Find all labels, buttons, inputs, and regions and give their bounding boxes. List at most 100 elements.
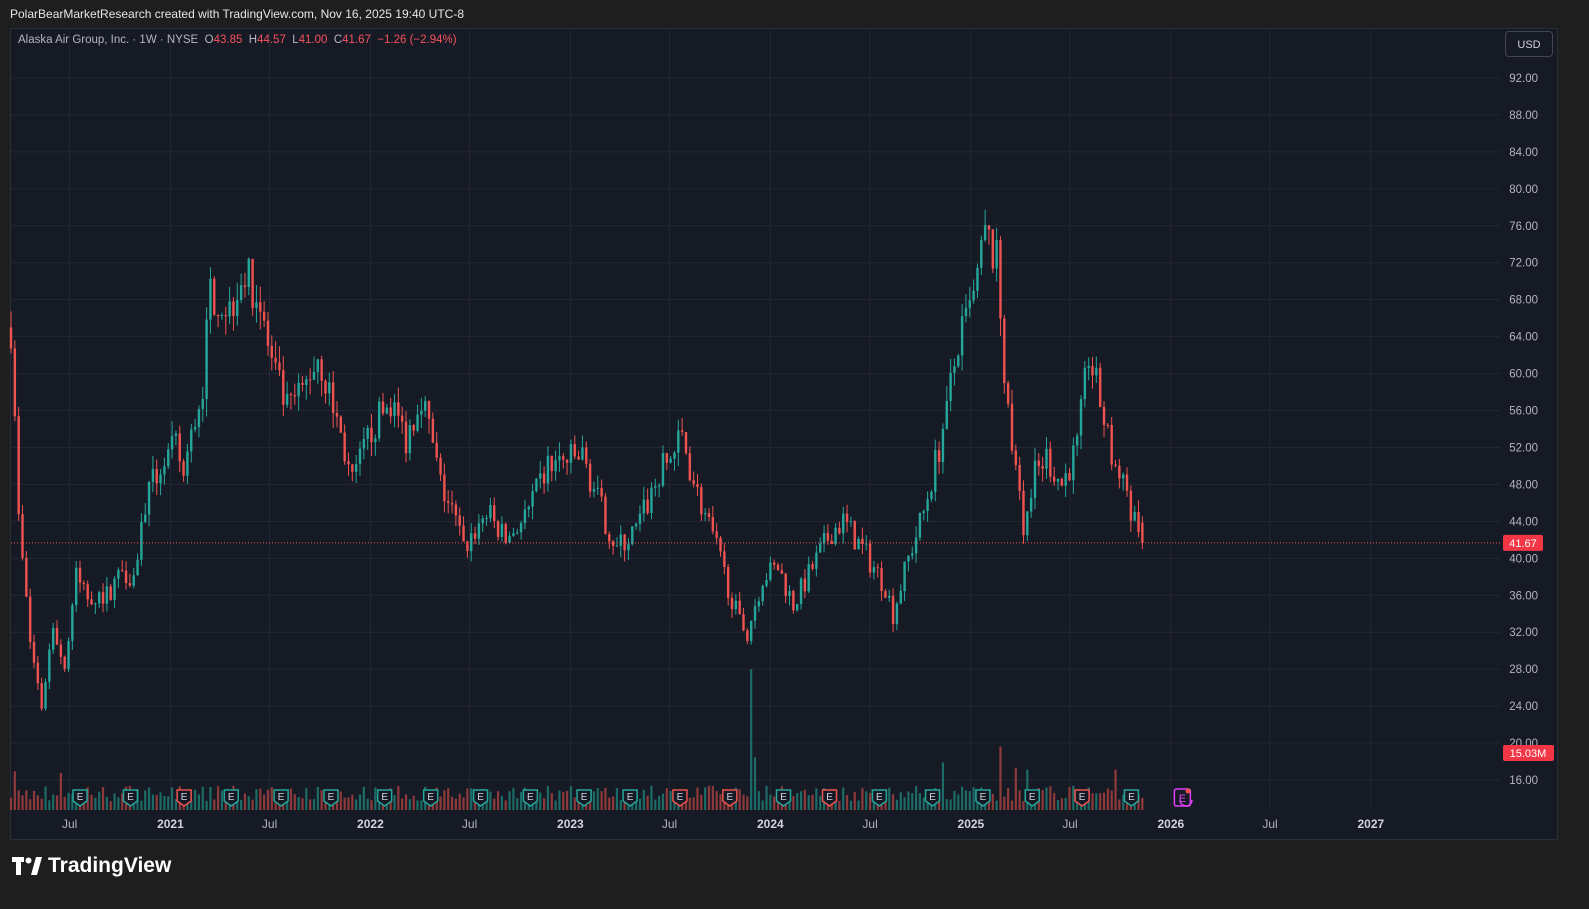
tradingview-logo[interactable]: TradingView [12,854,171,878]
x-tick-label: Jul [462,817,477,831]
y-tick-label: 36.00 [1509,590,1538,602]
candle-body [224,315,227,317]
volume-bar [1110,790,1113,810]
candle-body [59,644,63,657]
volume-bar [941,762,945,810]
volume-bar [715,790,718,810]
candle-body [1129,490,1133,521]
volume-bar [753,757,757,810]
candle-body [40,683,43,709]
earnings-marker [522,789,539,807]
candle-body [439,457,442,475]
currency-button[interactable]: USD [1505,31,1553,57]
close-value: 41.67 [342,34,371,46]
candle-body [849,521,853,523]
close-label: C [333,34,343,46]
candle-body [987,225,991,230]
volume-bar [9,797,13,810]
candle-body [105,586,109,604]
volume-bar [707,785,711,810]
volume-bar [961,786,964,810]
volume-bar [55,795,59,810]
candle-body [523,509,527,524]
volume-bar [788,800,791,810]
volume-bar [366,798,369,810]
y-tick-label: 64.00 [1509,332,1538,344]
candle-body [1037,460,1041,467]
volume-bar [842,787,845,810]
candle-body [159,474,162,484]
candle-body [67,641,70,669]
candle-body [588,463,592,492]
earnings-marker [672,789,688,807]
candle-body [94,603,97,605]
candle-body [799,578,803,605]
candle-body [362,438,366,449]
chart-pane[interactable] [10,28,1558,840]
candle-body [865,543,868,545]
candle-body [28,596,32,643]
candle-body [124,570,128,584]
candle-body [842,513,845,534]
candle-body [922,511,925,514]
earnings-marker [323,789,339,807]
candle-body [1068,473,1071,481]
candle-body [163,466,166,475]
candle-body [328,382,331,394]
volume-bar [562,792,565,810]
volume-bar [113,793,116,810]
earnings-marker [722,789,738,807]
candle-body [1041,466,1044,469]
volume-bar [197,794,201,810]
candle-body [995,240,998,269]
y-tick-label: 56.00 [1509,406,1538,418]
candle-body [259,302,262,312]
volume-bar [999,746,1002,810]
volume-bar [493,798,496,810]
earnings-marker-label: E [127,792,134,803]
candle-body [769,562,772,581]
candle-body [462,525,465,542]
earnings-marker-label: E [581,792,588,803]
candle-body [1137,511,1140,533]
volume-bar [101,787,105,810]
volume-bar [420,800,423,810]
volume-bar [174,799,178,810]
volume-bar [151,794,155,810]
candle-body [642,499,645,514]
candle-body [772,562,776,565]
candle-body [1095,367,1098,376]
candle-body [101,592,105,604]
y-tick-label: 88.00 [1509,110,1538,122]
candle-body [627,544,630,551]
candle-body [949,372,952,401]
candle-body [558,456,561,461]
volume-bar [17,790,20,810]
volume-bar [309,799,312,810]
candle-body [454,504,458,516]
volume-bar [240,799,243,810]
volume-bar [266,789,270,810]
volume-bar [324,800,327,810]
candle-body [1141,522,1144,543]
volume-bar [914,786,918,810]
volume-bar [684,799,688,810]
volume-bar [1118,799,1121,810]
candle-body [634,523,638,527]
earnings-marker [1123,789,1140,807]
volume-bar [565,790,569,810]
volume-bar [845,795,849,810]
volume-bar [711,785,714,810]
symbol-name: Alaska Air Group, Inc. · 1W · NYSE [18,34,199,46]
volume-bar [692,797,695,810]
volume-bar [305,788,308,810]
candle-body [911,553,914,556]
volume-bar [615,788,619,810]
candle-body [711,517,715,532]
candle-body [447,501,450,503]
candle-body [964,307,968,317]
volume-bar [1141,797,1144,810]
volume-bar [397,785,400,810]
candle-body [17,416,20,515]
